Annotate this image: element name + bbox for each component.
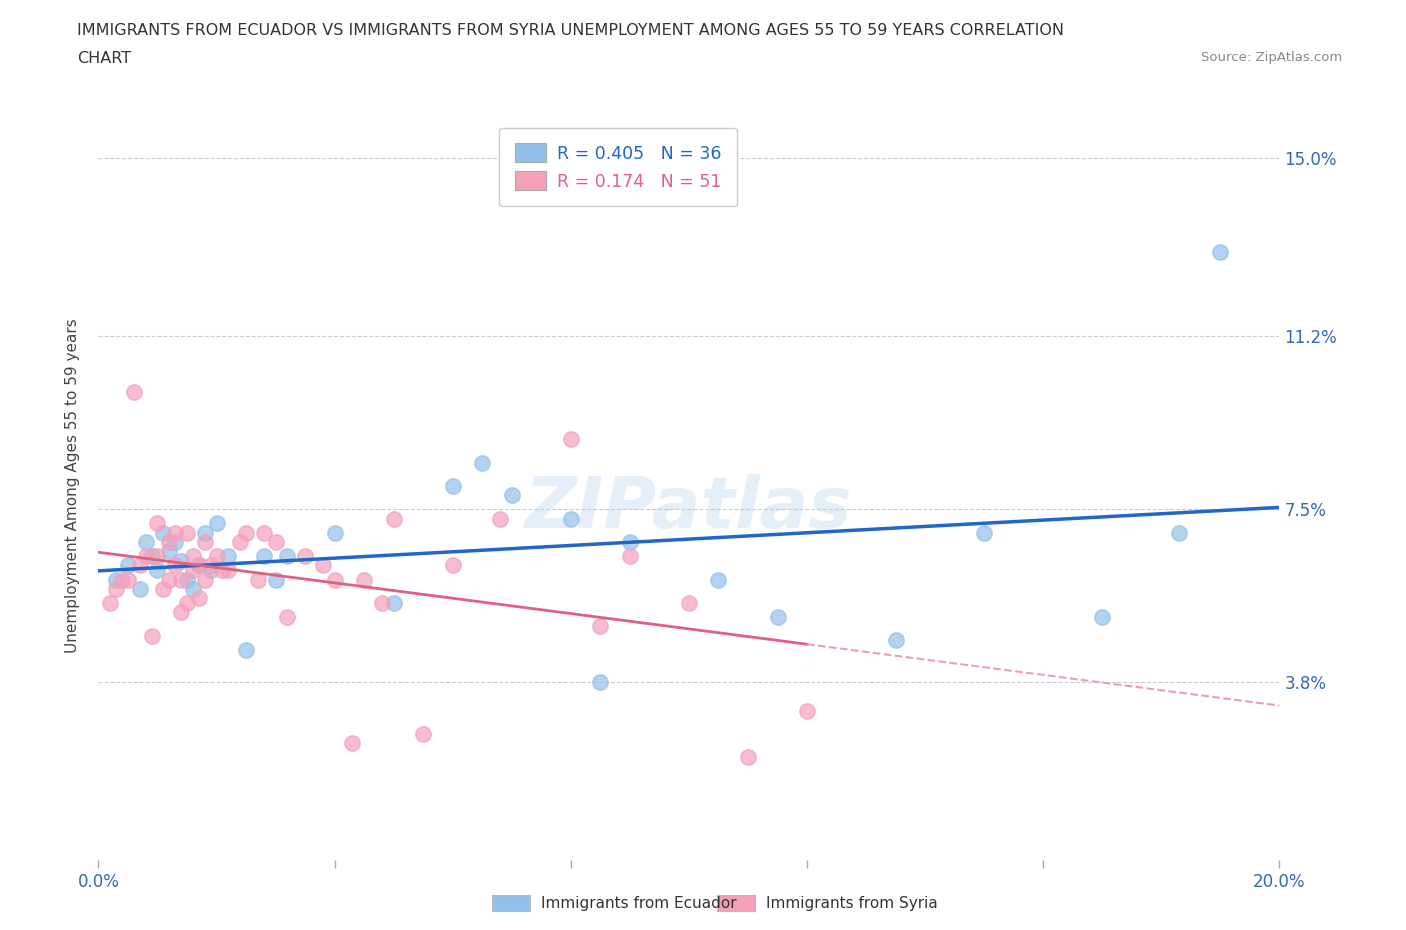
Point xyxy=(884,633,907,648)
Point xyxy=(312,558,335,573)
Point xyxy=(176,525,198,540)
Point xyxy=(382,595,405,610)
Point xyxy=(382,512,405,526)
Text: Immigrants from Syria: Immigrants from Syria xyxy=(766,897,938,911)
Point xyxy=(353,572,375,587)
Point xyxy=(371,595,394,610)
Point xyxy=(707,572,730,587)
Point xyxy=(146,563,169,578)
Point xyxy=(342,736,364,751)
Point xyxy=(181,581,204,596)
Point xyxy=(165,535,187,550)
Point xyxy=(135,535,157,550)
Point xyxy=(181,563,204,578)
Point xyxy=(1209,245,1232,259)
Point xyxy=(200,558,222,573)
Point xyxy=(217,549,239,564)
Point xyxy=(973,525,995,540)
Point xyxy=(560,512,582,526)
Point xyxy=(176,572,198,587)
Point xyxy=(205,516,228,531)
Legend: R = 0.405   N = 36, R = 0.174   N = 51: R = 0.405 N = 36, R = 0.174 N = 51 xyxy=(499,127,737,206)
Point xyxy=(105,581,128,596)
Point xyxy=(264,572,287,587)
Point xyxy=(117,558,139,573)
Point xyxy=(146,516,169,531)
Point xyxy=(678,595,700,610)
Point xyxy=(187,558,209,573)
Point xyxy=(176,595,198,610)
Point xyxy=(117,572,139,587)
Point xyxy=(246,572,269,587)
Point xyxy=(294,549,316,564)
Text: Immigrants from Ecuador: Immigrants from Ecuador xyxy=(541,897,737,911)
Point xyxy=(489,512,512,526)
Point xyxy=(170,553,193,568)
Point xyxy=(205,549,228,564)
Point xyxy=(194,572,217,587)
Point xyxy=(441,558,464,573)
Point xyxy=(589,675,612,690)
Point xyxy=(146,549,169,564)
Point xyxy=(766,609,789,624)
Point xyxy=(152,525,174,540)
Point xyxy=(194,535,217,550)
Point xyxy=(165,558,187,573)
Point xyxy=(170,604,193,619)
Text: IMMIGRANTS FROM ECUADOR VS IMMIGRANTS FROM SYRIA UNEMPLOYMENT AMONG AGES 55 TO 5: IMMIGRANTS FROM ECUADOR VS IMMIGRANTS FR… xyxy=(77,23,1064,38)
Point xyxy=(211,563,233,578)
Point xyxy=(187,558,209,573)
Point xyxy=(253,525,276,540)
Point xyxy=(141,629,163,644)
Point xyxy=(170,572,193,587)
Point xyxy=(264,535,287,550)
Point xyxy=(412,726,434,741)
Point xyxy=(157,572,180,587)
Point xyxy=(235,525,257,540)
Point xyxy=(323,525,346,540)
Text: CHART: CHART xyxy=(77,51,131,66)
Point xyxy=(181,549,204,564)
Point xyxy=(619,535,641,550)
Point xyxy=(1091,609,1114,624)
Point xyxy=(276,609,298,624)
Point xyxy=(229,535,252,550)
Point xyxy=(152,581,174,596)
Point xyxy=(187,591,209,605)
Point xyxy=(141,549,163,564)
Point xyxy=(441,479,464,494)
Point xyxy=(105,572,128,587)
Point xyxy=(194,525,217,540)
Point xyxy=(471,455,494,470)
Text: ZIPatlas: ZIPatlas xyxy=(526,474,852,543)
Point xyxy=(111,572,134,587)
Point xyxy=(253,549,276,564)
Point xyxy=(217,563,239,578)
Point xyxy=(589,618,612,633)
Point xyxy=(796,703,818,718)
Point xyxy=(1168,525,1191,540)
Point xyxy=(276,549,298,564)
Point xyxy=(235,643,257,658)
Y-axis label: Unemployment Among Ages 55 to 59 years: Unemployment Among Ages 55 to 59 years xyxy=(65,319,80,653)
Point xyxy=(200,563,222,578)
Point xyxy=(157,544,180,559)
Point xyxy=(135,549,157,564)
Point xyxy=(323,572,346,587)
Point xyxy=(619,549,641,564)
Point xyxy=(128,581,150,596)
Point xyxy=(560,432,582,446)
Point xyxy=(501,488,523,503)
Text: Source: ZipAtlas.com: Source: ZipAtlas.com xyxy=(1202,51,1343,64)
Point xyxy=(122,385,145,400)
Point xyxy=(737,750,759,764)
Point xyxy=(128,558,150,573)
Point xyxy=(98,595,121,610)
Point xyxy=(157,535,180,550)
Point xyxy=(165,525,187,540)
